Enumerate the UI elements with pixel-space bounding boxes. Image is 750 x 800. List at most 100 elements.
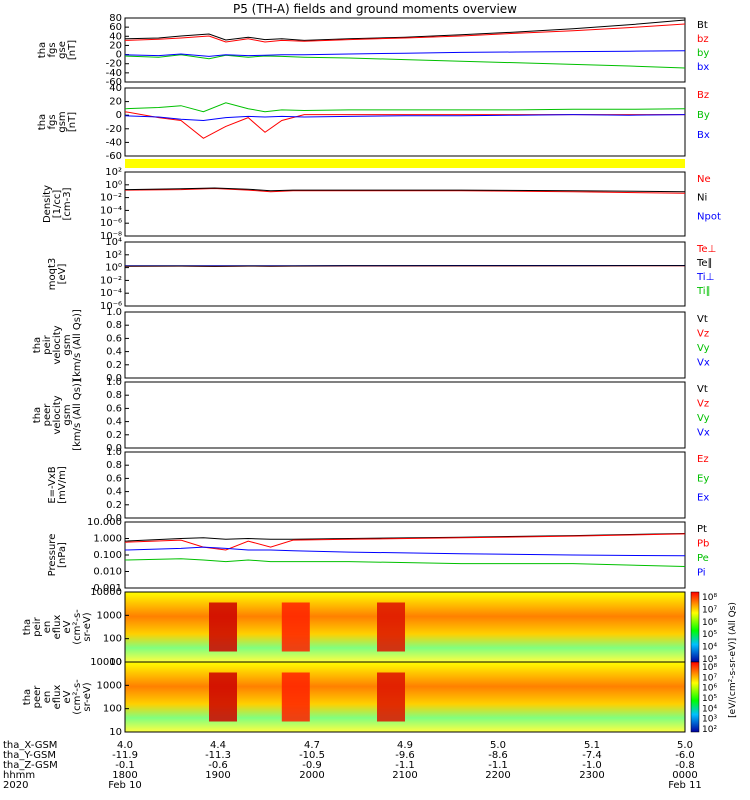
y-tick-label: 10⁻⁴	[100, 288, 122, 299]
x-tick-label: -1.1	[488, 760, 508, 771]
y-tick-label: 0.8	[106, 390, 122, 401]
panel-frame	[124, 17, 686, 83]
y-tick-label: 10⁰	[105, 180, 122, 191]
x-tick-label: 1900	[205, 770, 230, 781]
x-tick-label: -0.8	[675, 760, 695, 771]
x-tick-label: Feb 11	[668, 780, 702, 791]
colorbar-tick: 10⁶	[702, 618, 717, 628]
legend-Vx: Vx	[697, 428, 710, 439]
legend-Ni: Ni	[697, 193, 707, 204]
y-tick-label: 20	[109, 97, 122, 108]
series-By	[124, 102, 686, 113]
x-tick-label: -7.4	[582, 750, 602, 761]
spectrogram-band	[209, 602, 237, 652]
y-axis-label: Density	[42, 185, 53, 223]
series-Ni	[124, 187, 686, 193]
panel-peir_en	[124, 591, 686, 663]
y-tick-label: 10⁻²	[100, 275, 122, 286]
colorbar-tick: 10³	[702, 715, 717, 725]
y-tick-label: 0.0	[106, 513, 122, 524]
y-tick-label: 1.000	[93, 534, 122, 545]
y-tick-label: 10.000	[87, 517, 122, 528]
x-tick-label: -8.6	[488, 750, 508, 761]
series-Pi	[124, 546, 686, 557]
x-tick-label: -6.0	[675, 750, 695, 761]
legend-Pi: Pi	[697, 568, 706, 579]
y-tick-label: 0.8	[106, 320, 122, 331]
legend-bx: bx	[697, 62, 709, 73]
y-axis-label: tha	[22, 619, 33, 635]
y-axis-label: [mV/m]	[57, 466, 68, 504]
colorbar-tick: 10⁶	[702, 684, 717, 694]
legend-Pb: Pb	[697, 539, 709, 550]
y-tick-label: 1.0	[106, 377, 122, 388]
y-axis-label: [nPa]	[57, 542, 68, 568]
y-tick-label: 10000	[90, 587, 122, 598]
x-row-label: tha_X-GSM	[3, 740, 57, 751]
y-axis-label: [nT]	[67, 40, 78, 60]
y-axis-label: sr-eV)	[82, 682, 93, 711]
y-axis-label: en	[42, 691, 53, 704]
y-tick-label: 10⁻²	[100, 193, 122, 204]
series-bz	[124, 23, 686, 43]
y-axis-label: eV	[62, 690, 73, 703]
legend-Pe: Pe	[697, 553, 709, 564]
y-axis-label: gsm	[62, 334, 73, 355]
legend-Pt: Pt	[697, 524, 707, 535]
y-axis-label: eflux	[52, 615, 63, 640]
panel-frame	[124, 241, 686, 307]
y-axis-label: sr-eV)	[82, 612, 93, 641]
panel-efield	[124, 451, 686, 519]
colorbar	[690, 661, 700, 733]
y-tick-label: 10	[109, 657, 122, 668]
x-row-label: hhmm	[3, 770, 35, 781]
x-tick-label: 1800	[112, 770, 137, 781]
y-tick-label: 0.6	[106, 333, 122, 344]
x-tick-label: 2300	[579, 770, 604, 781]
y-tick-label: 0	[116, 50, 122, 61]
legend-Bx: Bx	[697, 130, 710, 141]
y-tick-label: 0	[116, 110, 122, 121]
x-tick-label: -11.9	[112, 750, 138, 761]
x-tick-label: -0.6	[208, 760, 228, 771]
legend-By: By	[697, 110, 710, 121]
legend-Vt: Vt	[697, 314, 708, 325]
y-tick-label: 1000	[97, 680, 122, 691]
x-tick-label: -0.1	[115, 760, 135, 771]
colorbar-tick: 10⁷	[702, 673, 717, 683]
spectrogram-band	[377, 672, 405, 722]
legend-Ti∥: Ti∥	[696, 286, 711, 297]
y-tick-label: 10²	[105, 250, 122, 261]
panel-fgs_gsm	[124, 87, 686, 157]
y-axis-label: en	[42, 621, 53, 634]
series-Te∥	[124, 265, 686, 267]
y-axis-label: tha	[32, 407, 43, 423]
y-tick-label: 10	[109, 727, 122, 738]
y-axis-label: velocity	[52, 325, 63, 364]
y-axis-label: velocity	[52, 395, 63, 434]
series-Bx	[124, 114, 686, 122]
y-tick-label: 0.010	[93, 567, 122, 578]
y-tick-label: 0.2	[106, 360, 122, 371]
panel-density	[124, 171, 686, 237]
legend-Ne: Ne	[697, 174, 711, 185]
y-axis-label: [cm-3]	[62, 187, 73, 220]
y-axis-label: gsm	[62, 404, 73, 425]
y-axis-label: tha	[37, 114, 48, 130]
series-Pb	[124, 533, 686, 551]
legend-by: by	[697, 48, 709, 59]
panel-frame	[124, 381, 686, 449]
series-Pe	[124, 558, 686, 567]
y-tick-label: 10⁻⁶	[100, 301, 122, 312]
y-tick-label: 100	[103, 634, 122, 645]
x-tick-label: 2200	[485, 770, 510, 781]
x-tick-label: 2100	[392, 770, 417, 781]
x-tick-label: -1.0	[582, 760, 602, 771]
y-tick-label: -60	[106, 77, 122, 88]
y-tick-label: 0.6	[106, 403, 122, 414]
x-tick-label: 4.7	[304, 740, 320, 751]
legend-Bz: Bz	[697, 90, 709, 101]
y-tick-label: 0.0	[106, 373, 122, 384]
legend-Vt: Vt	[697, 384, 708, 395]
